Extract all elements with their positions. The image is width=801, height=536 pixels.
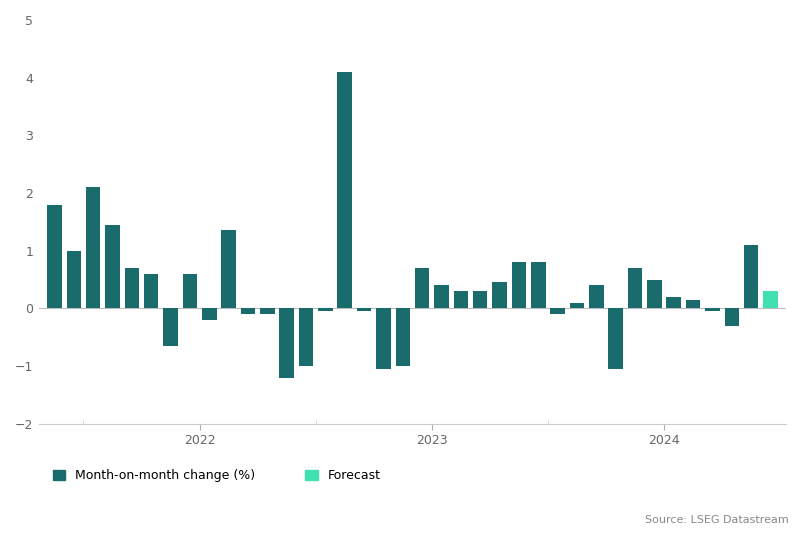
Bar xyxy=(686,300,700,308)
Bar xyxy=(512,262,526,308)
Bar xyxy=(356,308,372,311)
Bar xyxy=(318,308,332,311)
Bar xyxy=(183,274,197,308)
Bar xyxy=(66,251,81,308)
Bar xyxy=(86,187,100,308)
Bar xyxy=(473,291,488,308)
Bar xyxy=(240,308,256,314)
Bar xyxy=(299,308,313,366)
Bar xyxy=(337,72,352,308)
Bar xyxy=(763,291,778,308)
Bar xyxy=(376,308,391,369)
Bar xyxy=(453,291,468,308)
Bar xyxy=(725,308,739,326)
Bar xyxy=(280,308,294,377)
Bar xyxy=(434,285,449,308)
Bar xyxy=(47,205,62,308)
Legend: Month-on-month change (%), Forecast: Month-on-month change (%), Forecast xyxy=(53,469,380,482)
Bar xyxy=(125,268,139,308)
Bar xyxy=(647,279,662,308)
Bar xyxy=(221,230,235,308)
Bar xyxy=(666,297,681,308)
Bar xyxy=(531,262,545,308)
Bar xyxy=(202,308,216,320)
Bar xyxy=(415,268,429,308)
Bar xyxy=(396,308,410,366)
Bar xyxy=(628,268,642,308)
Bar xyxy=(705,308,720,311)
Bar xyxy=(744,245,759,308)
Bar xyxy=(144,274,159,308)
Bar xyxy=(570,303,584,308)
Bar xyxy=(105,225,119,308)
Text: Source: LSEG Datastream: Source: LSEG Datastream xyxy=(646,515,789,525)
Bar xyxy=(550,308,565,314)
Bar xyxy=(589,285,604,308)
Bar xyxy=(493,282,507,308)
Bar xyxy=(163,308,178,346)
Bar xyxy=(260,308,275,314)
Bar xyxy=(609,308,623,369)
